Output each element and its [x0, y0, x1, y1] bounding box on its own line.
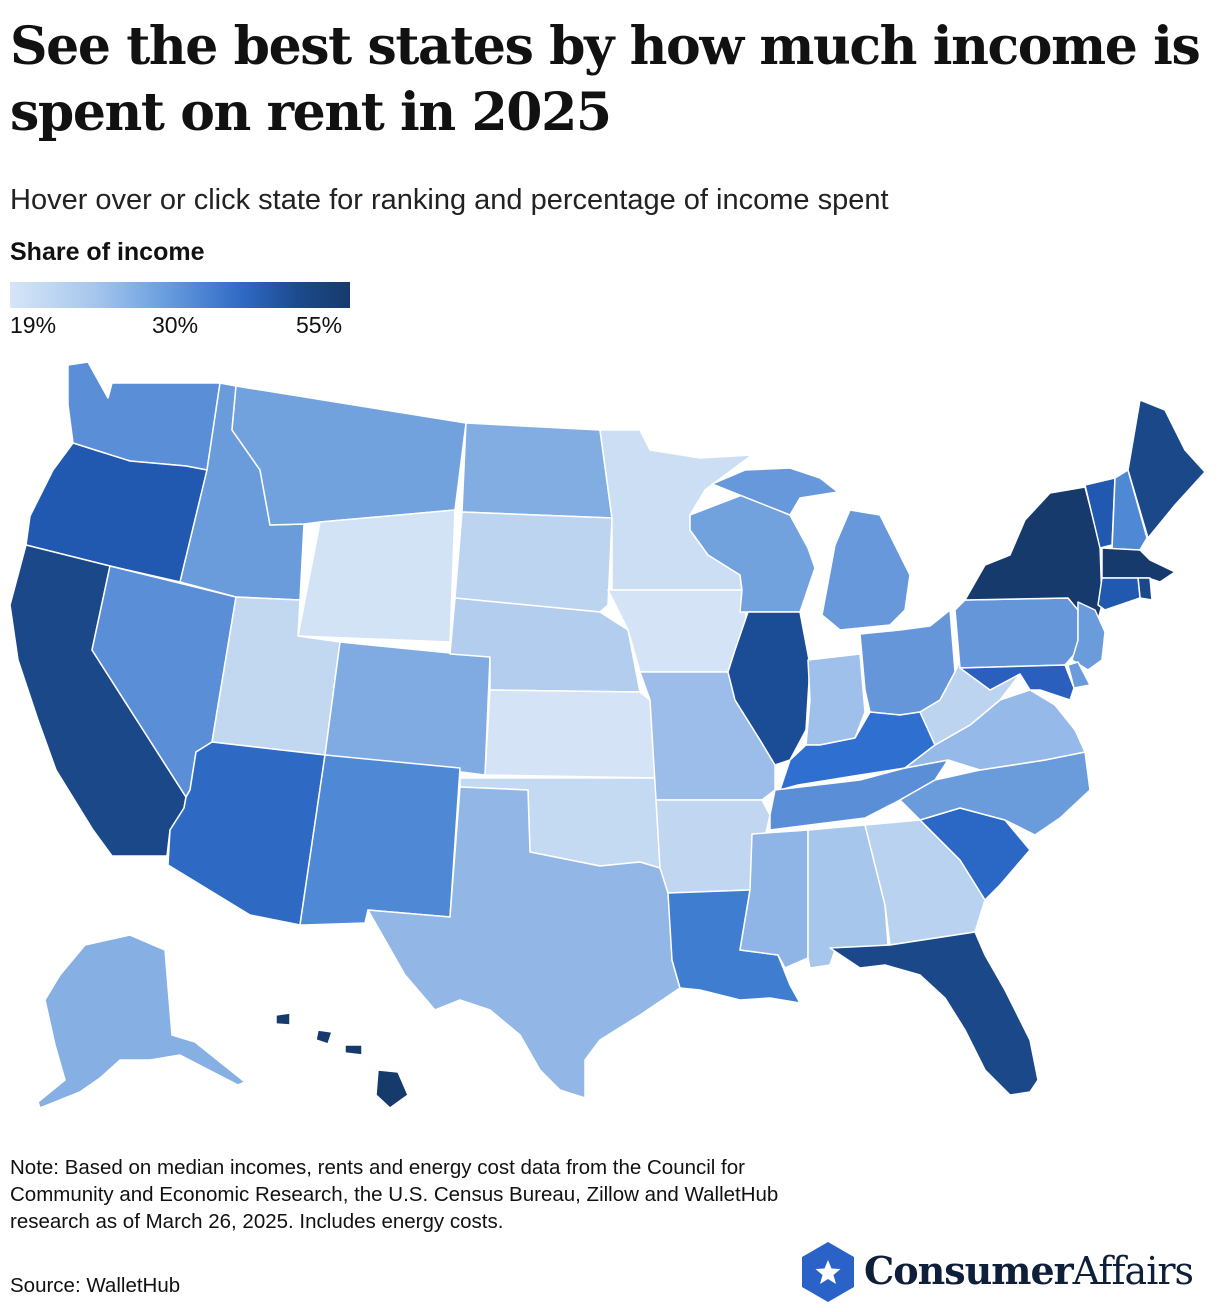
- state-ME[interactable]: [1127, 399, 1206, 539]
- state-IL[interactable]: [727, 611, 811, 766]
- page-subtitle: Hover over or click state for ranking an…: [10, 184, 889, 216]
- state-NJ[interactable]: [1071, 601, 1106, 671]
- page-title: See the best states by how much income i…: [10, 16, 1201, 143]
- brand-name-regular: Affairs: [1072, 1249, 1194, 1293]
- us-choropleth-map: [9, 361, 1206, 1109]
- source-credit: Source: WalletHub: [10, 1274, 181, 1297]
- state-DE[interactable]: [1067, 661, 1091, 689]
- state-NH[interactable]: [1111, 469, 1148, 551]
- state-IN[interactable]: [805, 653, 866, 746]
- state-KS[interactable]: [484, 689, 656, 779]
- state-AK[interactable]: [37, 934, 246, 1109]
- legend-color-scale: [10, 282, 350, 308]
- state-WY[interactable]: [297, 509, 456, 643]
- state-MD[interactable]: [959, 664, 1075, 701]
- state-CT[interactable]: [1097, 577, 1141, 611]
- state-FL[interactable]: [829, 931, 1039, 1096]
- state-ND[interactable]: [461, 422, 613, 519]
- consumeraffairs-logo: ConsumerAffairs: [800, 1240, 1212, 1306]
- legend-tick-min: 19%: [10, 312, 57, 338]
- legend-tick-max: 55%: [296, 312, 343, 338]
- state-TX[interactable]: [367, 786, 681, 1099]
- legend-title: Share of income: [10, 238, 205, 266]
- footnote: Note: Based on median incomes, rents and…: [10, 1156, 779, 1233]
- state-MI[interactable]: [711, 467, 911, 631]
- state-CO[interactable]: [324, 641, 491, 776]
- state-MT[interactable]: [231, 385, 467, 526]
- state-MA[interactable]: [1101, 547, 1176, 583]
- state-NM[interactable]: [299, 754, 461, 926]
- state-PA[interactable]: [954, 597, 1079, 669]
- legend-tick-mid: 30%: [152, 312, 199, 338]
- star-hexagon-icon: [802, 1242, 854, 1302]
- state-HI[interactable]: [275, 1012, 409, 1109]
- brand-name-bold: Consumer: [864, 1248, 1074, 1293]
- state-SD[interactable]: [454, 511, 613, 613]
